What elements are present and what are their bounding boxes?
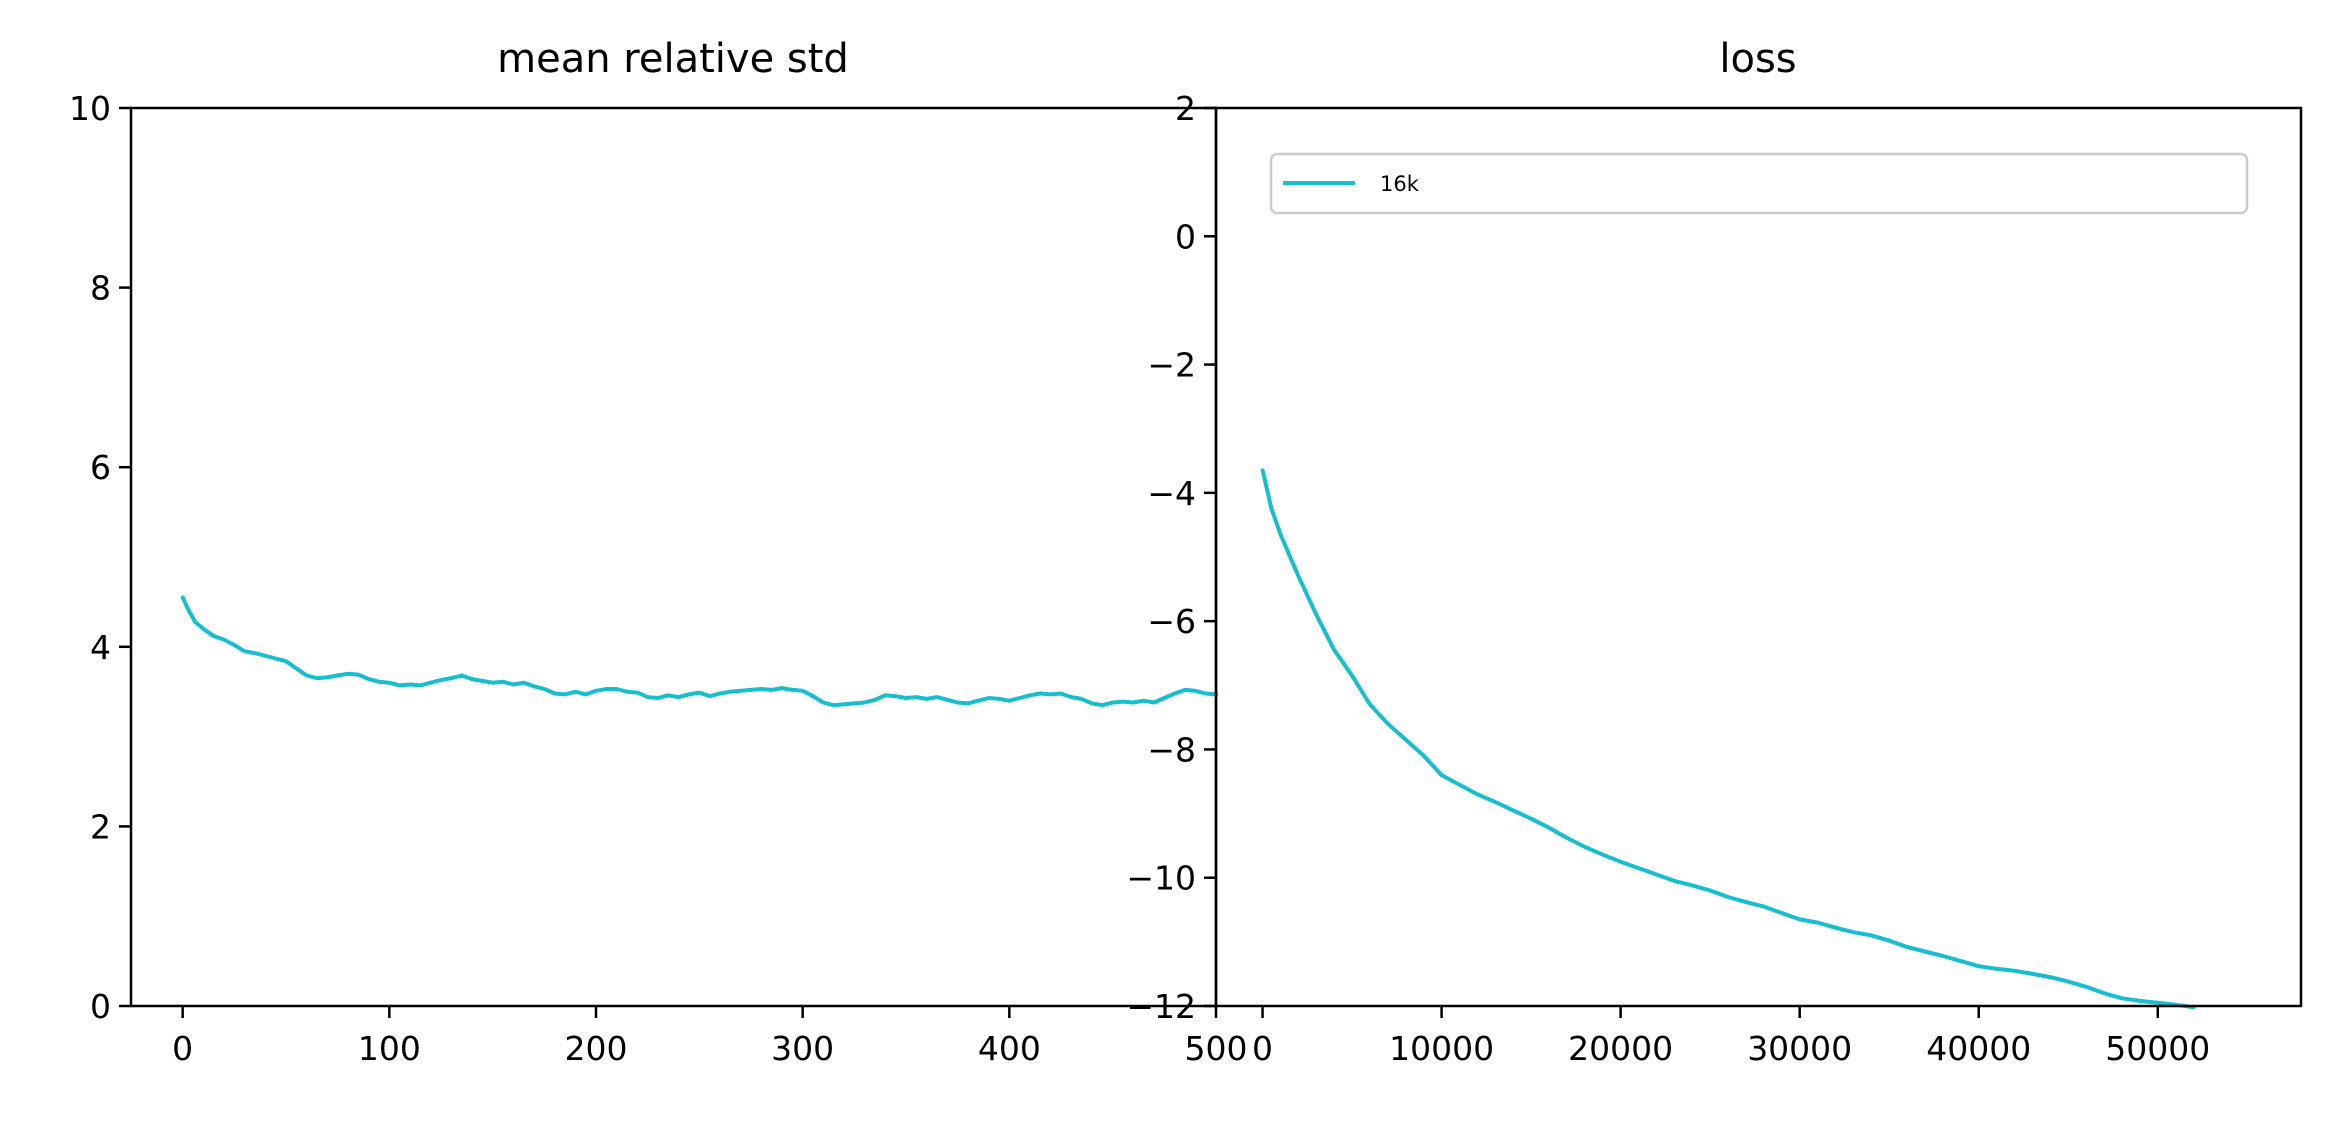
relative-std-plot: mean relative std 0 100 200 300 400 500 02468… — [69, 36, 1248, 1068]
x-tick-label: 300 — [771, 1029, 834, 1068]
x-tick-label: 40000 — [1926, 1029, 2031, 1068]
x-tick-label: 100 — [358, 1029, 421, 1068]
y-tick-label: 8 — [90, 269, 111, 308]
y-tick-label: −4 — [1147, 474, 1196, 513]
legend: 16k — [1269, 152, 2249, 215]
y-tick-label: 2 — [1175, 89, 1196, 128]
series-line-0 — [180, 595, 1218, 708]
y-tick-label: −8 — [1147, 730, 1196, 769]
x-tick-label: 0 — [1252, 1029, 1273, 1068]
plot-title: mean relative std — [497, 36, 849, 82]
x-tick-label: 20000 — [1568, 1029, 1673, 1068]
y-tick-label: −6 — [1147, 602, 1196, 641]
plot-title: loss — [1719, 36, 1796, 82]
y-tick-label: 2 — [90, 807, 111, 846]
y-tick-label: 10 — [69, 89, 111, 128]
x-tick-label: 200 — [565, 1029, 628, 1068]
y-tick-label: 0 — [1175, 217, 1196, 256]
legend-label: 16k — [1380, 172, 1420, 196]
y-tick-label: −2 — [1147, 346, 1196, 385]
x-tick-label: 50000 — [2105, 1029, 2210, 1068]
x-tick-label: 0 — [172, 1029, 193, 1068]
y-tick-label: 4 — [90, 628, 111, 667]
plot-frame — [1214, 106, 2303, 1008]
legend-box — [1269, 152, 2249, 215]
series-line-0 — [1260, 468, 2196, 1010]
y-tick-label: −10 — [1126, 859, 1196, 898]
x-tick-label: 400 — [978, 1029, 1041, 1068]
x-tick-label: 10000 — [1389, 1029, 1494, 1068]
x-tick-label: 500 — [1185, 1029, 1248, 1068]
y-tick-label: −12 — [1126, 987, 1196, 1026]
y-tick-label: 0 — [90, 987, 111, 1026]
loss-plot: loss 0 10000 20000 30000 40000 50000 −12 −10 −8… — [1126, 36, 2303, 1068]
y-tick-label: 6 — [90, 448, 111, 487]
x-tick-label: 30000 — [1747, 1029, 1852, 1068]
